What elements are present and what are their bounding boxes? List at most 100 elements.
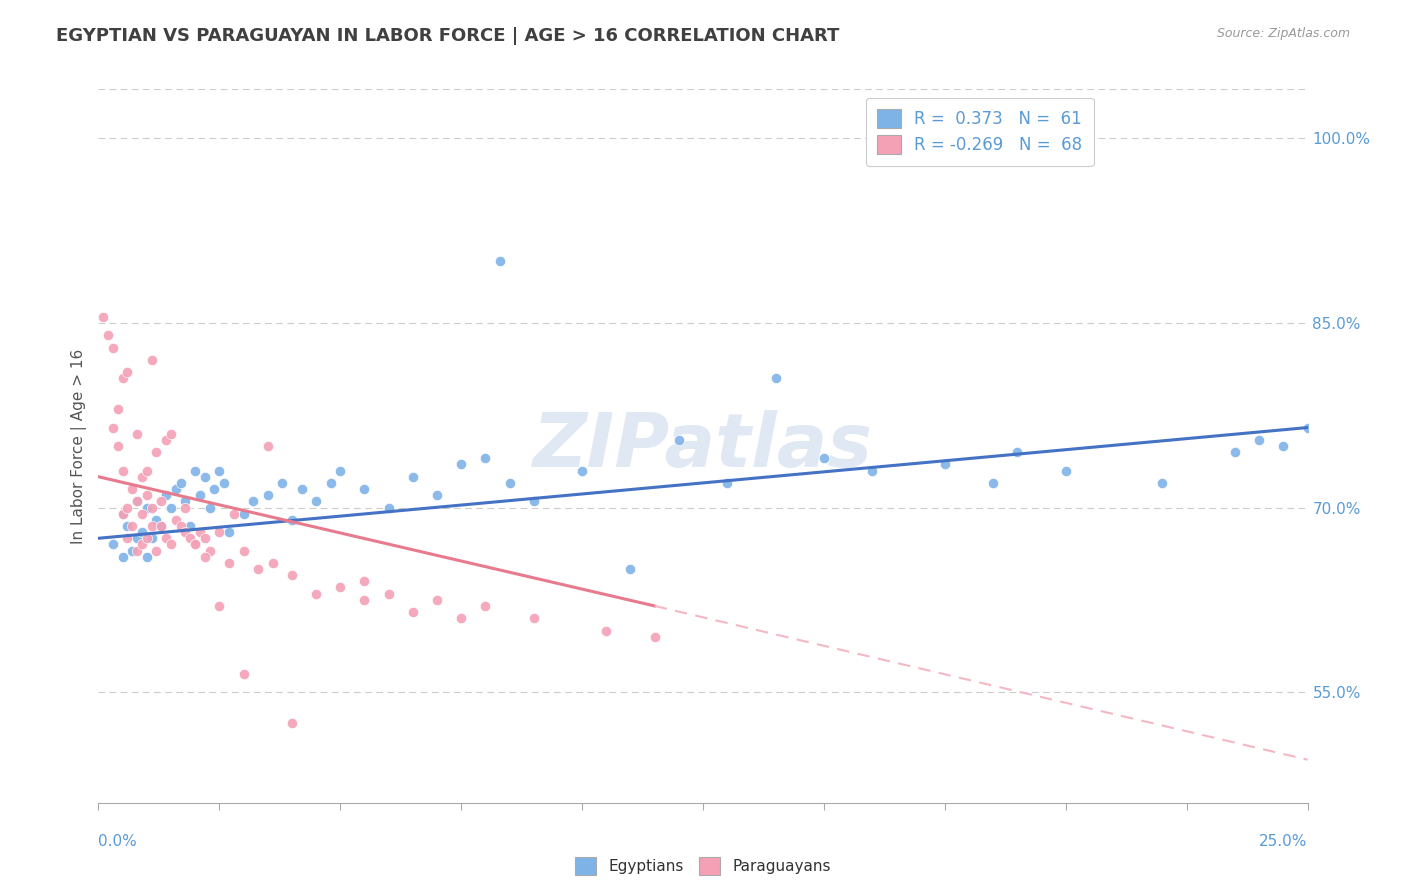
Point bbox=[208, 464, 231, 478]
Point bbox=[174, 494, 197, 508]
Point bbox=[377, 587, 399, 601]
Point bbox=[160, 537, 183, 551]
Point bbox=[135, 464, 157, 478]
Point bbox=[981, 475, 1004, 490]
Point bbox=[450, 611, 472, 625]
Point bbox=[1152, 475, 1174, 490]
Point bbox=[194, 531, 217, 545]
Point bbox=[111, 507, 134, 521]
Point bbox=[169, 519, 191, 533]
Point bbox=[107, 402, 129, 417]
Point bbox=[101, 420, 124, 434]
Point bbox=[131, 469, 153, 483]
Point bbox=[242, 494, 264, 508]
Point bbox=[111, 464, 134, 478]
Point bbox=[247, 562, 270, 576]
Point bbox=[474, 451, 496, 466]
Point bbox=[1007, 445, 1029, 459]
Point bbox=[353, 592, 375, 607]
Point bbox=[145, 513, 167, 527]
Point bbox=[150, 519, 173, 533]
Point bbox=[188, 488, 211, 502]
Point bbox=[145, 445, 167, 459]
Point bbox=[160, 426, 183, 441]
Point bbox=[111, 371, 134, 385]
Point bbox=[131, 537, 153, 551]
Point bbox=[101, 537, 124, 551]
Point bbox=[91, 310, 114, 324]
Point bbox=[232, 666, 254, 681]
Text: EGYPTIAN VS PARAGUAYAN IN LABOR FORCE | AGE > 16 CORRELATION CHART: EGYPTIAN VS PARAGUAYAN IN LABOR FORCE | … bbox=[56, 27, 839, 45]
Point bbox=[281, 568, 304, 582]
Point bbox=[111, 549, 134, 564]
Point bbox=[155, 433, 177, 447]
Point bbox=[155, 531, 177, 545]
Point bbox=[117, 365, 139, 379]
Point bbox=[595, 624, 617, 638]
Point bbox=[117, 500, 139, 515]
Point bbox=[150, 494, 173, 508]
Point bbox=[198, 543, 221, 558]
Point bbox=[135, 531, 157, 545]
Point bbox=[290, 482, 312, 496]
Point bbox=[169, 475, 191, 490]
Point bbox=[765, 371, 787, 385]
Point bbox=[262, 556, 284, 570]
Point bbox=[402, 605, 425, 619]
Point bbox=[644, 630, 666, 644]
Point bbox=[174, 525, 197, 540]
Point bbox=[127, 426, 149, 441]
Point bbox=[121, 482, 143, 496]
Point bbox=[194, 469, 217, 483]
Point bbox=[353, 482, 375, 496]
Point bbox=[107, 439, 129, 453]
Point bbox=[281, 513, 304, 527]
Point bbox=[668, 433, 690, 447]
Point bbox=[813, 451, 835, 466]
Point bbox=[489, 254, 512, 268]
Point bbox=[571, 464, 593, 478]
Point bbox=[271, 475, 294, 490]
Point bbox=[141, 352, 163, 367]
Point bbox=[305, 494, 328, 508]
Point bbox=[232, 507, 254, 521]
Point bbox=[523, 611, 546, 625]
Point bbox=[426, 488, 449, 502]
Point bbox=[111, 507, 134, 521]
Point bbox=[204, 482, 226, 496]
Point bbox=[619, 562, 641, 576]
Point bbox=[1249, 433, 1271, 447]
Text: 0.0%: 0.0% bbox=[98, 834, 138, 849]
Point bbox=[145, 543, 167, 558]
Point bbox=[1223, 445, 1246, 459]
Point bbox=[184, 537, 207, 551]
Point bbox=[426, 592, 449, 607]
Point bbox=[198, 500, 221, 515]
Point bbox=[1054, 464, 1077, 478]
Point bbox=[127, 531, 149, 545]
Point bbox=[117, 519, 139, 533]
Point bbox=[101, 341, 124, 355]
Point bbox=[498, 475, 520, 490]
Point bbox=[135, 500, 157, 515]
Point bbox=[218, 556, 240, 570]
Point bbox=[716, 475, 738, 490]
Text: 25.0%: 25.0% bbox=[1260, 834, 1308, 849]
Point bbox=[281, 715, 304, 730]
Point bbox=[155, 488, 177, 502]
Point bbox=[165, 513, 187, 527]
Point bbox=[305, 587, 328, 601]
Point bbox=[208, 599, 231, 613]
Point bbox=[160, 500, 183, 515]
Point bbox=[329, 464, 352, 478]
Point bbox=[232, 543, 254, 558]
Point bbox=[117, 531, 139, 545]
Point bbox=[127, 494, 149, 508]
Point bbox=[194, 549, 217, 564]
Point bbox=[121, 519, 143, 533]
Point bbox=[353, 574, 375, 589]
Point bbox=[174, 500, 197, 515]
Point bbox=[141, 531, 163, 545]
Point bbox=[1272, 439, 1295, 453]
Point bbox=[184, 464, 207, 478]
